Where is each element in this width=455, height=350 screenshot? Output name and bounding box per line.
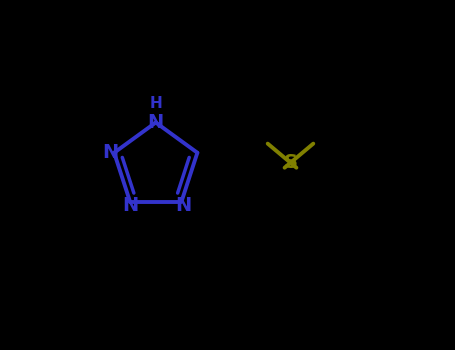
Text: N: N: [102, 143, 119, 162]
Text: N: N: [175, 196, 192, 215]
Text: S: S: [283, 153, 298, 172]
Text: N: N: [147, 113, 164, 132]
Text: H: H: [149, 96, 162, 111]
Text: N: N: [122, 196, 138, 215]
